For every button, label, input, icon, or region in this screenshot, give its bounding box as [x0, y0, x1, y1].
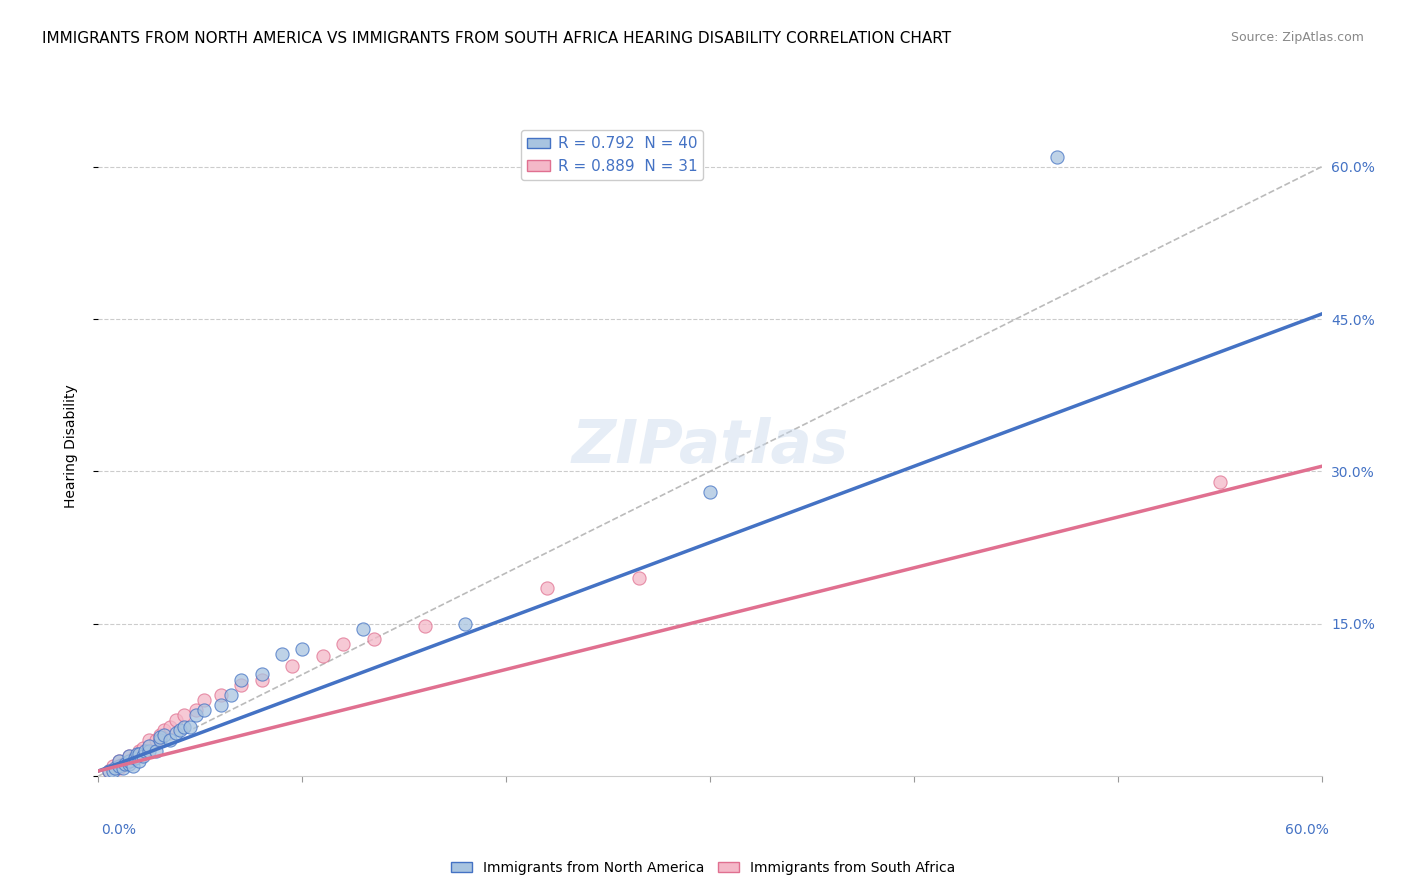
Point [124, 751, 146, 765]
Point [165, 713, 187, 727]
Point [209, 688, 232, 702]
Point [124, 748, 146, 763]
Point [108, 754, 131, 768]
Point [186, 708, 208, 723]
Point [118, 748, 141, 763]
Point [97, 764, 120, 778]
Point [127, 747, 149, 761]
Point [152, 723, 174, 738]
Point [413, 619, 436, 633]
Point [332, 637, 354, 651]
Text: 60.0%: 60.0% [1285, 823, 1329, 837]
Legend: R = 0.792  N = 40, R = 0.889  N = 31: R = 0.792 N = 40, R = 0.889 N = 31 [522, 130, 703, 180]
Point [165, 726, 187, 740]
Point [108, 754, 131, 768]
Point [101, 764, 124, 778]
Point [291, 642, 314, 657]
Point [114, 756, 136, 771]
Point [173, 720, 195, 734]
Point [122, 759, 145, 773]
Point [159, 720, 181, 734]
Point [312, 649, 335, 664]
Point [101, 759, 124, 773]
Point [104, 761, 127, 775]
Point [186, 703, 208, 717]
Point [145, 744, 167, 758]
Point [454, 616, 477, 631]
Point [699, 484, 721, 499]
Point [111, 756, 134, 771]
Point [145, 733, 167, 747]
Point [169, 723, 191, 738]
Point [132, 740, 155, 755]
Point [134, 744, 156, 758]
Point [97, 764, 120, 778]
Point [270, 647, 294, 661]
Point [108, 761, 131, 775]
Text: 0.0%: 0.0% [101, 823, 136, 837]
Point [193, 703, 215, 717]
Point [363, 632, 385, 646]
Point [128, 754, 150, 768]
Point [179, 720, 201, 734]
Point [128, 747, 150, 761]
Text: Source: ZipAtlas.com: Source: ZipAtlas.com [1230, 31, 1364, 45]
Legend: Immigrants from North America, Immigrants from South Africa: Immigrants from North America, Immigrant… [446, 855, 960, 880]
Point [138, 739, 160, 753]
Point [1045, 150, 1069, 164]
Point [209, 698, 232, 712]
Point [627, 571, 650, 585]
Point [138, 744, 160, 758]
Point [352, 622, 374, 636]
Point [149, 733, 172, 747]
Point [250, 667, 273, 681]
Point [118, 754, 141, 768]
Point [128, 744, 150, 758]
Text: ZIPatlas: ZIPatlas [571, 417, 849, 475]
Point [138, 733, 160, 747]
Point [173, 708, 195, 723]
Point [132, 748, 155, 763]
Point [231, 673, 253, 687]
Point [108, 759, 131, 773]
Point [111, 761, 134, 775]
Point [250, 673, 273, 687]
Point [281, 659, 304, 673]
Point [149, 728, 172, 742]
Point [219, 688, 242, 702]
Point [118, 754, 141, 768]
Point [149, 731, 172, 745]
Point [118, 756, 141, 771]
Text: IMMIGRANTS FROM NORTH AMERICA VS IMMIGRANTS FROM SOUTH AFRICA HEARING DISABILITY: IMMIGRANTS FROM NORTH AMERICA VS IMMIGRA… [42, 31, 952, 46]
Point [159, 733, 181, 747]
Point [536, 581, 558, 595]
Y-axis label: Hearing Disability: Hearing Disability [63, 384, 77, 508]
Point [1209, 475, 1232, 489]
Point [152, 728, 174, 742]
Point [138, 739, 160, 753]
Point [231, 678, 253, 692]
Point [118, 748, 141, 763]
Point [193, 693, 215, 707]
